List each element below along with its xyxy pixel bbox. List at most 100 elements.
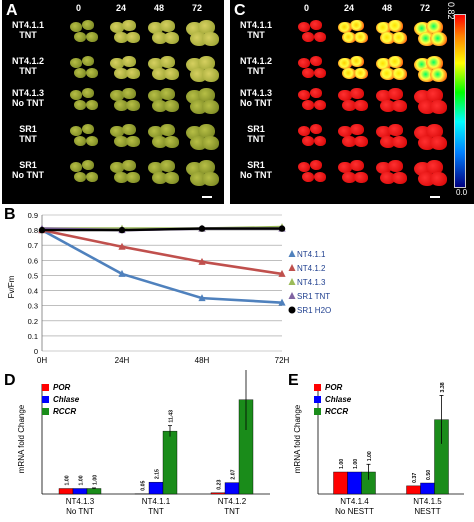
leaf <box>310 20 322 30</box>
leaf <box>350 124 364 136</box>
leaf <box>160 56 175 69</box>
time-label: 48 <box>154 3 165 13</box>
leaf <box>426 20 443 34</box>
leaf <box>152 32 167 45</box>
leaf <box>152 68 167 81</box>
leaf <box>70 22 82 32</box>
bar <box>72 488 88 495</box>
leaf <box>86 100 98 110</box>
leaf <box>310 160 322 170</box>
leaf <box>114 32 128 44</box>
leaf <box>338 58 352 70</box>
time-label: 24 <box>116 3 127 13</box>
legend-swatch <box>42 396 49 403</box>
leaf <box>164 136 179 149</box>
leaf <box>426 160 443 174</box>
leaf <box>426 56 443 70</box>
data-label: 0.50 <box>426 470 432 480</box>
leaf <box>388 88 403 101</box>
leaf <box>298 126 310 136</box>
leaf <box>350 20 364 32</box>
row-label: NT4.1.2 TNT <box>239 56 272 76</box>
legend-label: Chlase <box>53 395 80 404</box>
time-label: 72 <box>420 3 431 13</box>
x-tick-label: NT4.1.2 <box>218 497 247 506</box>
x-tick-label: 0H <box>37 356 47 365</box>
legend-marker <box>288 306 296 314</box>
bar <box>224 482 240 495</box>
leaf <box>430 32 447 46</box>
leaf <box>298 58 310 68</box>
leaf <box>338 22 352 34</box>
data-point <box>198 257 206 265</box>
y-tick-label: 0.3 <box>28 302 38 311</box>
leaf <box>376 90 391 103</box>
leaf <box>74 68 86 78</box>
leaf <box>122 88 136 100</box>
leaf <box>110 90 124 102</box>
leaf <box>202 100 219 114</box>
leaf <box>350 56 364 68</box>
leaf <box>86 136 98 146</box>
y-tick-label: 0.2 <box>28 317 38 326</box>
leaf <box>430 100 447 114</box>
data-label: 1.00 <box>65 475 71 485</box>
scale-bar <box>430 196 440 198</box>
row-label: NT4.1.2 TNT <box>11 56 44 76</box>
panel-c-photo: C 0 24 48 72 NT4.1.1 TNT NT4.1.2 TNT NT4.1.3 No … <box>230 0 474 204</box>
x-tick-label: NT4.1.1 <box>142 497 171 506</box>
leaf <box>114 172 128 184</box>
row-label: NT4.1.3 No TNT <box>11 88 44 108</box>
data-point <box>278 298 286 306</box>
panel-b-label: B <box>4 206 16 223</box>
leaf <box>152 100 167 113</box>
leaf <box>354 32 368 44</box>
leaf <box>122 160 136 172</box>
legend-label: SR1 H2O <box>297 306 331 315</box>
leaf <box>198 88 215 102</box>
time-label: 0 <box>76 3 82 13</box>
leaf <box>164 32 179 45</box>
legend-label: Chlase <box>325 395 352 404</box>
leaf <box>338 90 352 102</box>
leaf <box>380 172 395 185</box>
scale-bar <box>202 196 212 198</box>
x-tick-label: NT4.1.5 <box>413 497 442 506</box>
leaf <box>392 136 407 149</box>
colorbar <box>454 14 466 188</box>
data-point <box>278 225 286 232</box>
data-point <box>118 242 126 250</box>
leaf <box>338 162 352 174</box>
row-label: SR1 No TNT <box>240 160 272 180</box>
leaf <box>376 162 391 175</box>
leaf <box>126 100 140 112</box>
leaf <box>302 172 314 182</box>
leaf <box>114 100 128 112</box>
leaf <box>392 100 407 113</box>
leaf <box>388 124 403 137</box>
leaf <box>198 124 215 138</box>
legend-swatch <box>42 384 49 391</box>
leaf <box>122 124 136 136</box>
leaf <box>354 136 368 148</box>
leaf <box>302 136 314 146</box>
leaf <box>110 58 124 70</box>
data-point <box>198 294 206 302</box>
y-tick-label: 0.9 <box>28 211 38 220</box>
leaf <box>430 68 447 82</box>
data-label: 2.15 <box>155 469 161 479</box>
leaf <box>198 160 215 174</box>
leaf <box>74 136 86 146</box>
series-line <box>41 228 283 276</box>
leaf <box>392 32 407 45</box>
leaf <box>198 56 215 70</box>
leaf <box>164 100 179 113</box>
row-label: NT4.1.1 TNT <box>239 20 272 40</box>
leaf <box>338 126 352 138</box>
leaf <box>114 136 128 148</box>
leaf <box>114 68 128 80</box>
bar <box>420 482 435 495</box>
x-tick-label: 72H <box>275 356 290 365</box>
row-label: SR1 No TNT <box>12 160 44 180</box>
leaf <box>70 90 82 100</box>
